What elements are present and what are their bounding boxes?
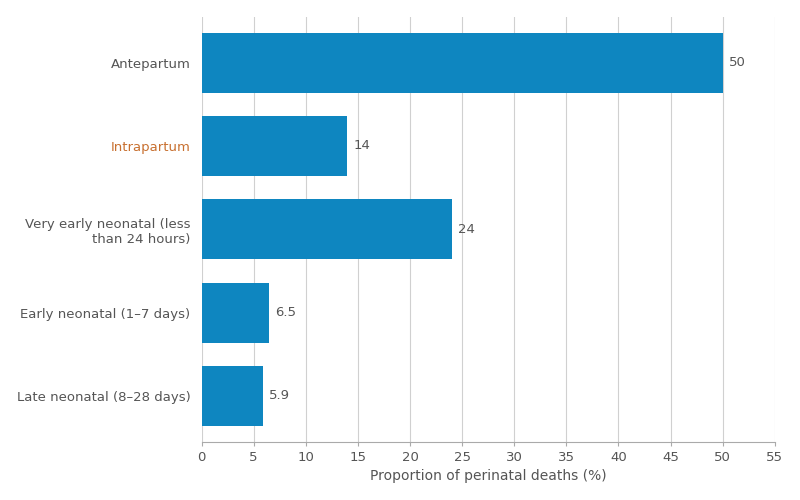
Text: 5.9: 5.9 <box>270 390 290 402</box>
Text: 6.5: 6.5 <box>275 306 297 319</box>
Bar <box>202 116 347 176</box>
Text: 24: 24 <box>458 222 475 235</box>
Bar <box>202 282 270 343</box>
Text: 50: 50 <box>729 56 746 69</box>
Bar <box>202 366 263 426</box>
Bar <box>202 32 722 92</box>
X-axis label: Proportion of perinatal deaths (%): Proportion of perinatal deaths (%) <box>370 470 606 484</box>
Bar <box>202 199 452 259</box>
Text: 14: 14 <box>354 140 370 152</box>
